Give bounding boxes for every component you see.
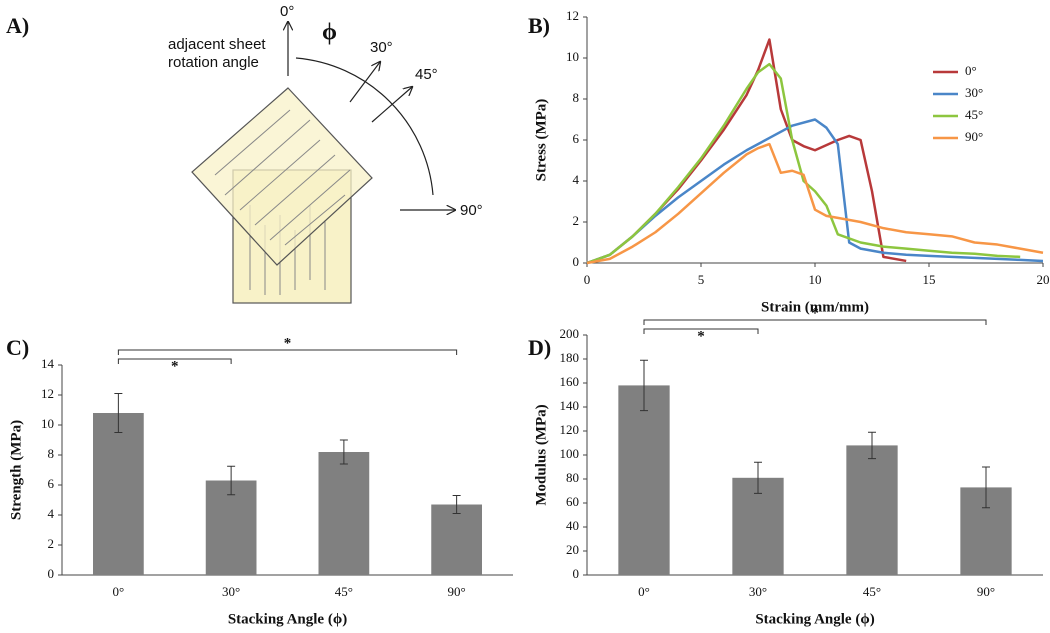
significance-bracket xyxy=(643,328,759,334)
bar xyxy=(93,413,144,575)
y-tick-label: 20 xyxy=(566,542,579,557)
error-bar xyxy=(868,431,876,460)
x-axis-title: Stacking Angle (ϕ) xyxy=(228,611,347,627)
y-tick-label: 40 xyxy=(566,518,579,533)
panel-label: D) xyxy=(528,335,551,360)
phi-symbol: ϕ xyxy=(322,20,337,46)
significance-bracket xyxy=(643,319,987,325)
y-tick-label: 4 xyxy=(573,172,580,187)
significance-mark: * xyxy=(811,305,819,321)
arrow-45 xyxy=(371,87,412,123)
x-tick-label: 20 xyxy=(1037,272,1050,287)
y-tick-label: 2 xyxy=(573,213,580,228)
panel-label: B) xyxy=(528,13,550,38)
diagram: A) 0° adjacent sheet rotation angle ϕ 30… xyxy=(6,3,483,304)
y-axis-title: Stress (MPa) xyxy=(533,99,549,182)
panel-label: A) xyxy=(6,13,29,38)
significance-mark: * xyxy=(697,328,705,344)
top-hatch xyxy=(214,109,351,246)
top-sheet xyxy=(191,87,373,266)
x-tick-label: 0° xyxy=(638,584,650,599)
error-bar xyxy=(339,439,348,465)
line-series xyxy=(586,118,1044,265)
x-tick-label: 15 xyxy=(923,272,936,287)
legend-label: 30° xyxy=(965,85,983,100)
y-tick-label: 6 xyxy=(48,476,55,491)
y-tick-label: 160 xyxy=(560,374,580,389)
y-tick-label: 100 xyxy=(560,446,580,461)
x-axis-title: Strain (mm/mm) xyxy=(761,299,869,315)
legend-label: 45° xyxy=(965,107,983,122)
legend-label: 0° xyxy=(965,63,977,78)
x-tick-label: 90° xyxy=(977,584,995,599)
panel-label: C) xyxy=(6,335,29,360)
x-tick-label: 45° xyxy=(863,584,881,599)
y-tick-label: 14 xyxy=(41,356,55,371)
bar xyxy=(318,452,370,575)
y-tick-label: 4 xyxy=(48,506,55,521)
y-tick-label: 120 xyxy=(560,422,580,437)
y-tick-label: 2 xyxy=(48,536,55,551)
y-tick-label: 60 xyxy=(566,494,579,509)
y-tick-label: 140 xyxy=(560,398,580,413)
y-tick-label: 0 xyxy=(573,566,580,581)
error-bar xyxy=(982,466,990,509)
bar xyxy=(846,445,898,575)
y-tick-label: 10 xyxy=(41,416,54,431)
error-bar xyxy=(227,465,236,496)
line-series xyxy=(586,62,1021,265)
y-tick-label: 12 xyxy=(566,8,579,23)
bar xyxy=(618,385,670,575)
legend-label: 90° xyxy=(965,129,983,144)
y-tick-label: 200 xyxy=(560,326,580,341)
x-tick-label: 45° xyxy=(335,584,353,599)
caption: rotation angle xyxy=(168,54,259,71)
arc xyxy=(295,57,434,196)
angle-label: 30° xyxy=(370,39,393,56)
y-tick-label: 10 xyxy=(566,49,579,64)
error-bar xyxy=(754,461,762,494)
error-bar xyxy=(452,495,461,514)
caption: adjacent sheet xyxy=(168,36,266,53)
x-tick-label: 10 xyxy=(809,272,822,287)
x-tick-label: 30° xyxy=(222,584,240,599)
bar xyxy=(431,504,482,575)
significance-mark: * xyxy=(171,358,179,374)
x-tick-label: 5 xyxy=(698,272,705,287)
error-bar xyxy=(114,393,123,433)
significance-mark: * xyxy=(284,335,292,351)
angle-label: 90° xyxy=(460,202,483,219)
bar xyxy=(732,477,784,575)
angle-label: 0° xyxy=(280,3,294,20)
error-bar xyxy=(640,359,648,412)
y-tick-label: 180 xyxy=(560,350,580,365)
y-tick-label: 12 xyxy=(41,386,54,401)
line-series xyxy=(586,142,1044,265)
y-tick-label: 80 xyxy=(566,470,579,485)
y-tick-label: 6 xyxy=(573,131,580,146)
significance-bracket xyxy=(117,349,458,355)
y-axis-title: Strength (MPa) xyxy=(8,420,24,520)
y-axis-title: Modulus (MPa) xyxy=(533,404,549,505)
y-tick-label: 0 xyxy=(48,566,55,581)
x-tick-label: 90° xyxy=(448,584,466,599)
angle-label: 45° xyxy=(415,66,438,83)
y-tick-label: 0 xyxy=(573,254,580,269)
arrow-30 xyxy=(349,62,380,103)
y-tick-label: 8 xyxy=(48,446,55,461)
significance-bracket xyxy=(117,358,232,364)
x-tick-label: 0° xyxy=(113,584,125,599)
x-axis-title: Stacking Angle (ϕ) xyxy=(755,611,874,627)
x-tick-label: 0 xyxy=(584,272,591,287)
bar xyxy=(205,480,257,575)
x-tick-label: 30° xyxy=(749,584,767,599)
y-tick-label: 8 xyxy=(573,90,580,105)
